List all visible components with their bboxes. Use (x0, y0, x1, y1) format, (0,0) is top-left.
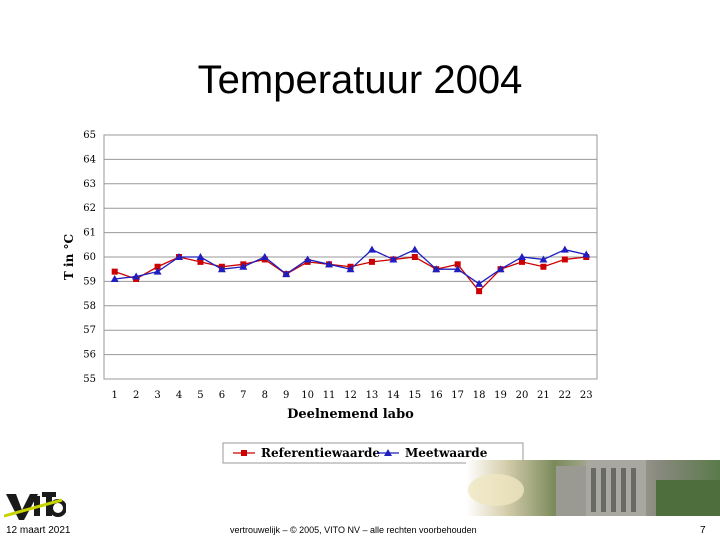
y-axis-title: T in °C (62, 234, 76, 280)
x-tick-label: 20 (516, 390, 529, 401)
x-tick-label: 9 (283, 390, 289, 401)
data-point-meetwaarde (453, 265, 462, 273)
data-point-meetwaarde (367, 245, 376, 253)
y-tick-label: 63 (83, 179, 96, 190)
slide-title: Temperatuur 2004 (197, 58, 523, 102)
x-tick-label: 16 (430, 390, 443, 401)
y-tick-label: 56 (83, 350, 96, 361)
x-tick-label: 5 (197, 390, 203, 401)
data-point-meetwaarde (410, 245, 419, 253)
x-tick-label: 19 (494, 390, 507, 401)
x-tick-label: 11 (323, 390, 336, 401)
y-tick-label: 57 (83, 325, 96, 336)
data-point-meetwaarde (303, 255, 312, 263)
y-tick-label: 55 (83, 374, 96, 385)
data-point-referentiewaarde (476, 288, 483, 295)
x-tick-label: 17 (451, 390, 464, 401)
x-tick-label: 8 (262, 390, 268, 401)
x-tick-label: 14 (387, 390, 400, 401)
legend-box (222, 442, 524, 464)
data-point-meetwaarde (432, 265, 441, 273)
data-point-referentiewaarde (154, 263, 161, 270)
legend-label-meetwaarde: Meetwaarde (405, 446, 488, 460)
data-point-referentiewaarde (411, 254, 418, 260)
data-point-referentiewaarde (111, 268, 118, 275)
x-tick-label: 21 (537, 390, 550, 401)
data-point-meetwaarde (153, 267, 162, 275)
footer-confidential: vertrouwelijk – © 2005, VITO NV – alle r… (230, 525, 477, 535)
data-point-meetwaarde (175, 253, 184, 260)
data-point-meetwaarde (517, 253, 526, 260)
data-point-meetwaarde (260, 253, 269, 260)
data-point-meetwaarde (110, 274, 119, 282)
y-tick-label: 64 (83, 154, 96, 165)
x-tick-label: 12 (344, 390, 357, 401)
x-tick-label: 23 (580, 390, 593, 401)
data-point-meetwaarde (239, 262, 248, 270)
x-tick-label: 13 (366, 390, 379, 401)
x-tick-label: 6 (219, 390, 225, 401)
data-point-referentiewaarde (561, 256, 568, 263)
x-axis-title: Deelnemend labo (287, 407, 414, 422)
x-tick-label: 3 (154, 390, 160, 401)
data-point-meetwaarde (539, 255, 548, 263)
x-tick-label: 15 (408, 390, 421, 401)
footer-date: 12 maart 2021 (6, 525, 71, 536)
data-point-meetwaarde (389, 255, 398, 263)
vito-logo (4, 492, 66, 520)
y-tick-label: 59 (83, 276, 96, 287)
data-point-referentiewaarde (540, 263, 547, 270)
temperature-chart: 55 56 57 58 59 60 61 62 63 64 65 1 2 3 4 5 6 7 8 9 10 11 12 13 1… (47, 122, 607, 467)
x-tick-label: 1 (112, 390, 118, 401)
data-point-meetwaarde (346, 265, 355, 273)
x-tick-label: 22 (558, 390, 571, 401)
data-point-meetwaarde (582, 250, 591, 258)
data-point-meetwaarde (132, 272, 141, 280)
legend-label-referentiewaarde: Referentiewaarde (261, 446, 380, 460)
data-point-meetwaarde (196, 253, 205, 260)
data-point-meetwaarde (475, 279, 484, 287)
page-number: 7 (700, 525, 706, 536)
y-tick-label: 58 (83, 301, 96, 312)
x-tick-label: 18 (473, 390, 486, 401)
data-point-meetwaarde (282, 270, 291, 278)
y-tick-label: 60 (83, 252, 96, 263)
data-point-referentiewaarde (197, 258, 204, 265)
legend-marker-meetwaarde (384, 449, 392, 456)
data-point-referentiewaarde (454, 261, 461, 268)
x-tick-label: 4 (176, 390, 182, 401)
y-tick-label: 65 (83, 130, 96, 141)
x-tick-label: 7 (240, 390, 246, 401)
data-point-referentiewaarde (368, 258, 375, 265)
data-point-meetwaarde (560, 245, 569, 253)
y-tick-label: 61 (83, 228, 96, 239)
data-point-meetwaarde (325, 260, 334, 268)
x-tick-label: 10 (301, 390, 314, 401)
legend-marker-referentiewaarde (241, 450, 247, 456)
y-tick-label: 62 (83, 203, 96, 214)
x-tick-label: 2 (133, 390, 139, 401)
data-point-meetwaarde (496, 265, 505, 273)
data-point-referentiewaarde (518, 258, 525, 265)
building-photo-strip (466, 460, 720, 516)
data-point-meetwaarde (217, 265, 226, 273)
